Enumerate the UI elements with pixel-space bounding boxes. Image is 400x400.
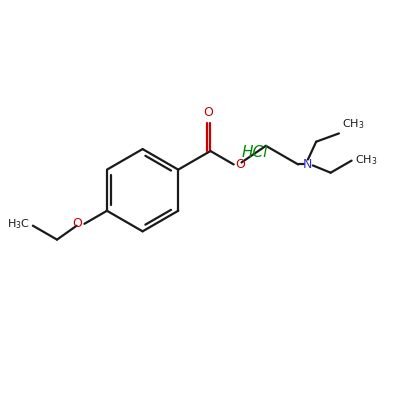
Text: N: N (303, 158, 312, 171)
Text: O: O (203, 106, 213, 119)
Text: O: O (72, 217, 82, 230)
Text: O: O (236, 158, 246, 171)
Text: CH$_3$: CH$_3$ (354, 153, 377, 166)
Text: H$_3$C: H$_3$C (7, 217, 30, 230)
Text: CH$_3$: CH$_3$ (342, 118, 364, 132)
Text: HCl: HCl (242, 146, 268, 160)
